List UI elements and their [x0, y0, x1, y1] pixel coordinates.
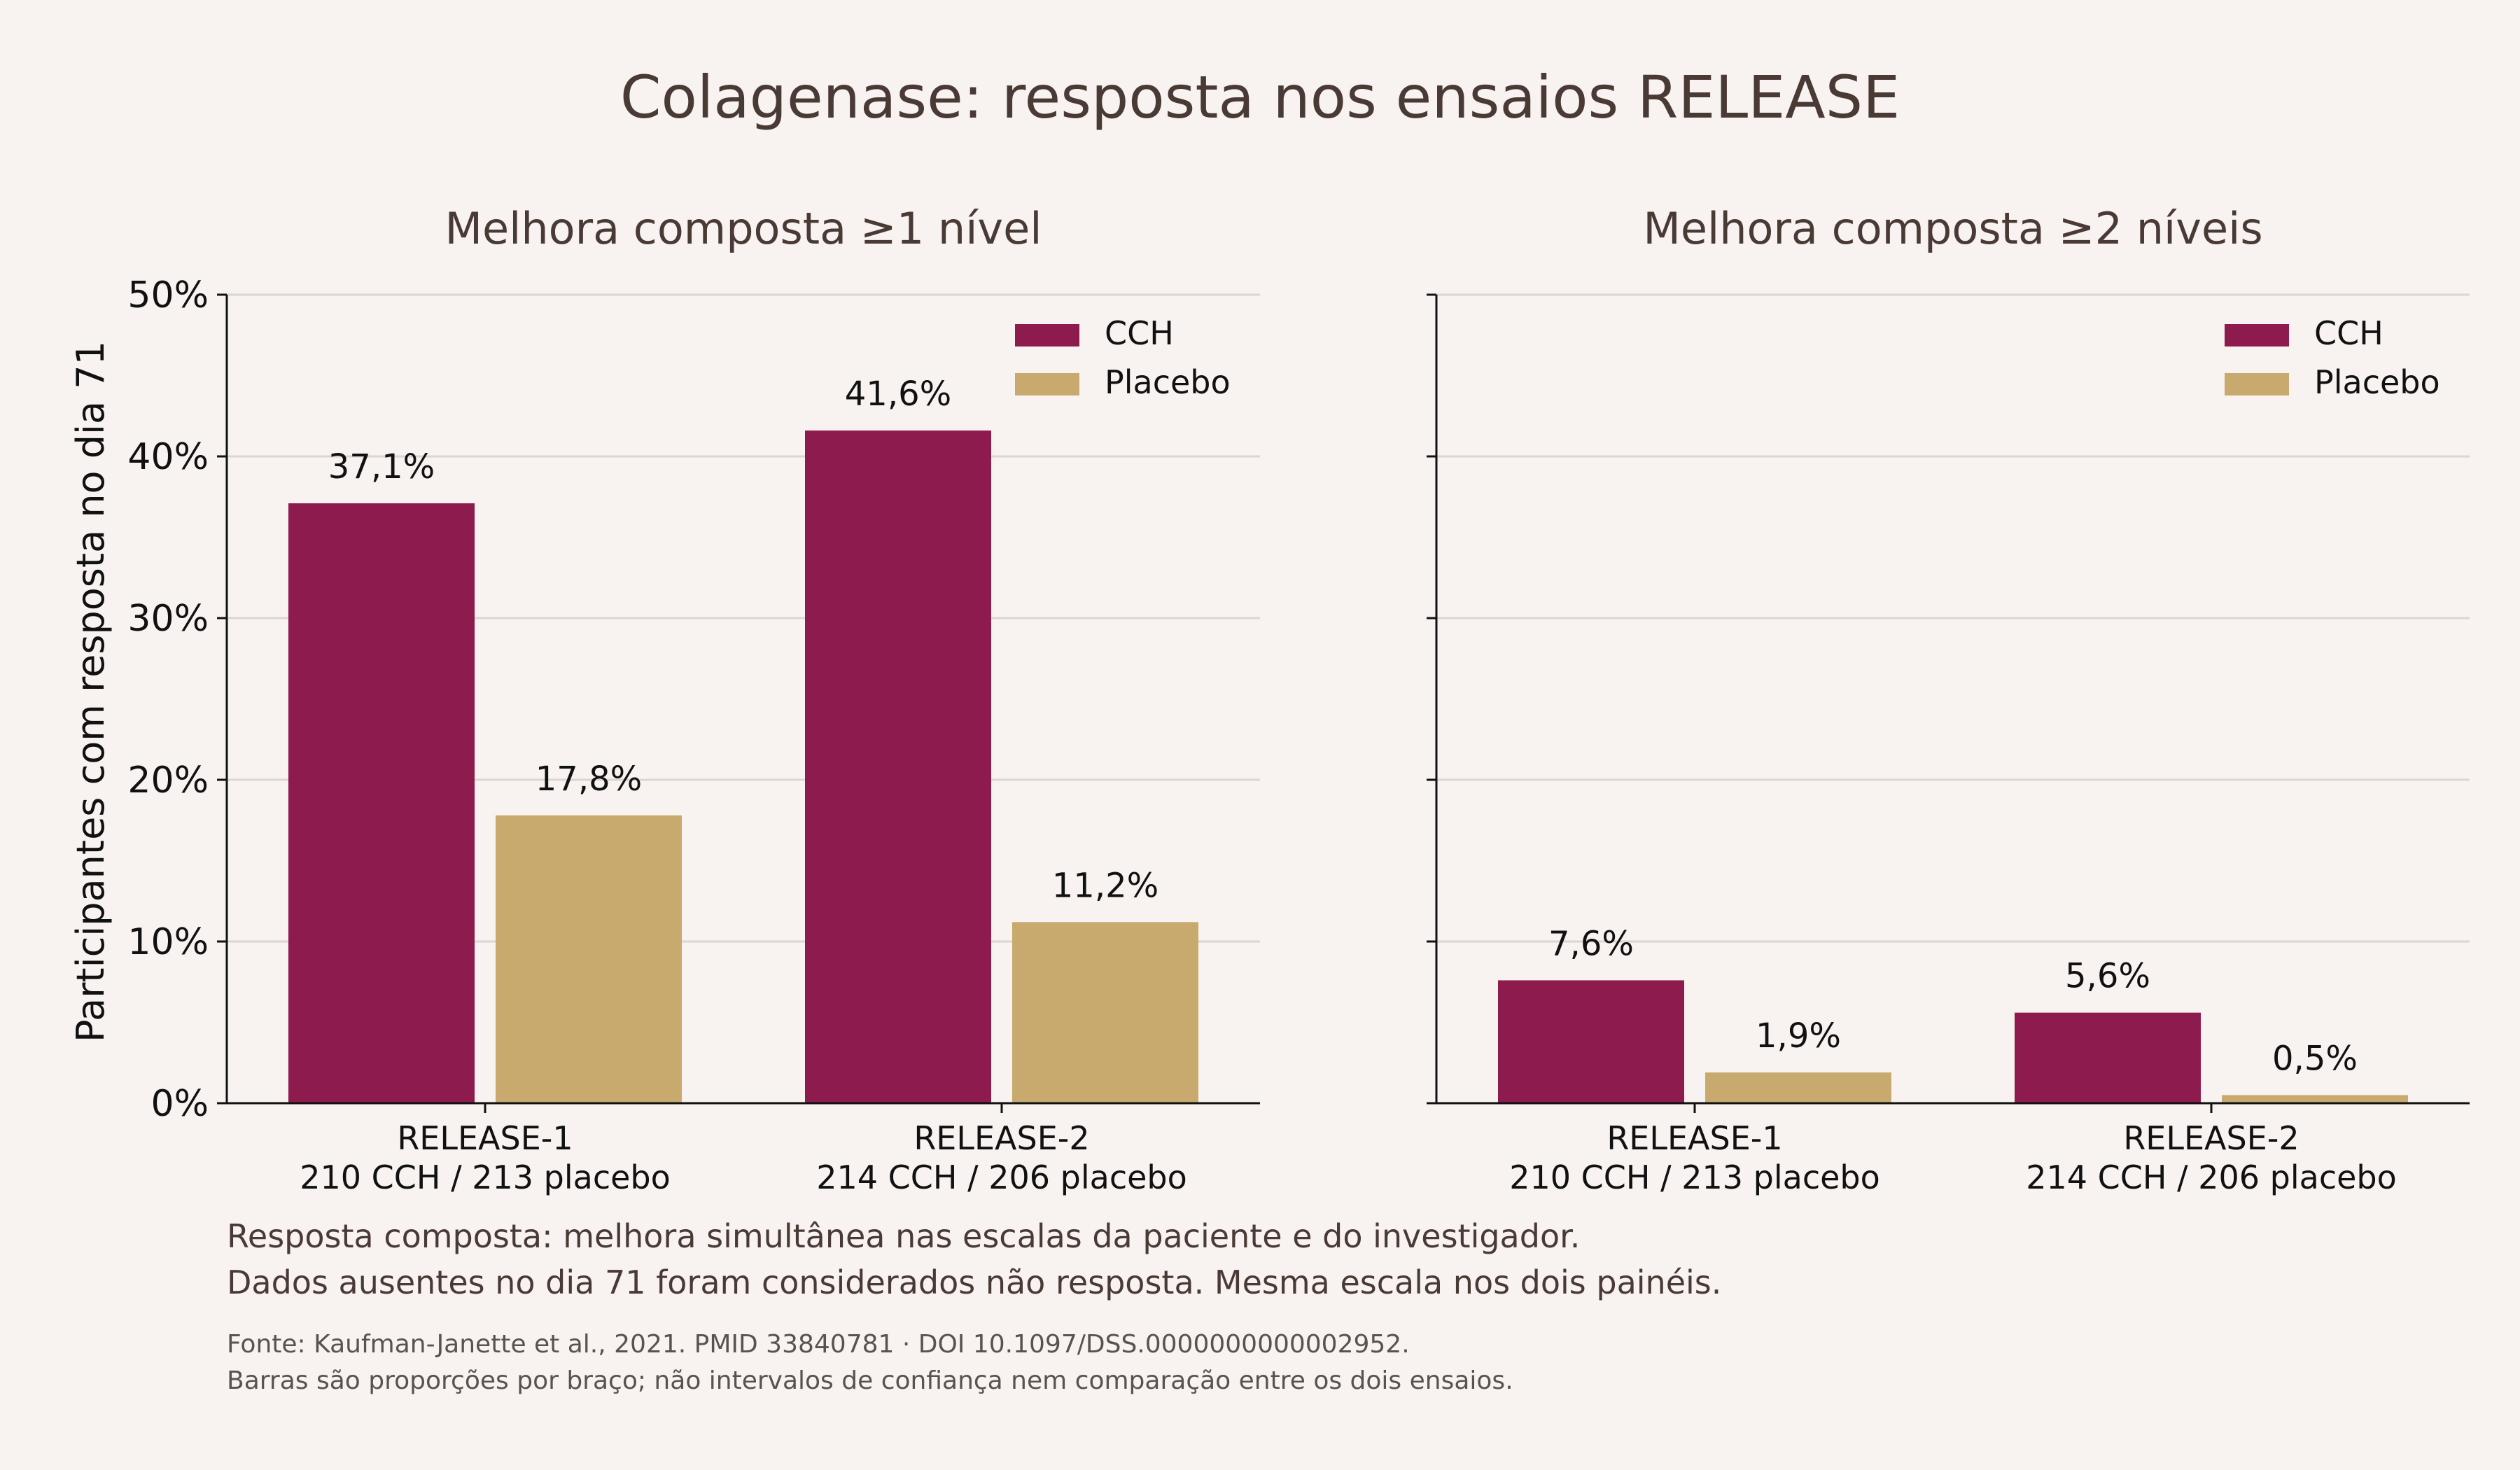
y-tick-label: 40%	[127, 436, 209, 478]
y-tick-label: 30%	[127, 598, 209, 640]
bar-placebo-release-1	[496, 815, 682, 1103]
legend-swatch-placebo	[2225, 373, 2289, 396]
legend-swatch-cch	[1015, 324, 1079, 346]
x-category-sublabel: 210 CCH / 213 placebo	[1509, 1158, 1880, 1196]
legend-swatch-cch	[2225, 324, 2289, 346]
bar-cch-release-2	[2015, 1012, 2201, 1103]
bar-value-label: 41,6%	[845, 374, 951, 414]
bar-value-label: 7,6%	[1548, 924, 1634, 963]
legend-label-cch: CCH	[1105, 314, 1174, 352]
legend-label-placebo: Placebo	[1105, 363, 1231, 401]
bar-value-label: 1,9%	[1756, 1016, 1841, 1056]
x-category-label: RELEASE-2	[2123, 1119, 2299, 1157]
chart-title: Colagenase: resposta nos ensaios RELEASE	[620, 63, 1900, 132]
x-category-sublabel: 214 CCH / 206 placebo	[816, 1158, 1187, 1196]
source-line-2: Barras são proporções por braço; não int…	[227, 1366, 1513, 1395]
note-line-2: Dados ausentes no dia 71 foram considera…	[227, 1264, 1721, 1301]
bar-cch-release-2	[805, 430, 991, 1103]
x-category-sublabel: 210 CCH / 213 placebo	[300, 1158, 671, 1196]
y-tick-label: 20%	[127, 760, 209, 802]
panel-title: Melhora composta ≥1 nível	[445, 203, 1042, 254]
y-tick-label: 10%	[127, 921, 209, 963]
x-category-label: RELEASE-1	[1606, 1119, 1782, 1157]
y-tick-label: 0%	[151, 1083, 209, 1125]
panel-2-plot: Melhora composta ≥2 níveis 7,6% 1,9% RELEAS…	[1427, 203, 2470, 1196]
bar-cch-release-1	[288, 503, 475, 1103]
y-axis-label: Participantes com resposta no dia 71	[69, 341, 113, 1042]
bar-value-label: 5,6%	[2065, 957, 2150, 996]
panel-1-plot: 0% 10% 20% 30% 40% 50% Melhora composta ≥1 nív…	[127, 203, 1260, 1196]
legend-swatch-placebo	[1015, 373, 1079, 396]
source-line-1: Fonte: Kaufman-Janette et al., 2021. PMI…	[227, 1330, 1410, 1359]
note-line-1: Resposta composta: melhora simultânea na…	[227, 1217, 1580, 1255]
x-category-label: RELEASE-2	[913, 1119, 1089, 1157]
panel-title: Melhora composta ≥2 níveis	[1643, 203, 2262, 254]
bar-value-label: 17,8%	[536, 760, 642, 799]
bar-cch-release-1	[1498, 980, 1684, 1103]
bar-value-label: 0,5%	[2272, 1039, 2358, 1078]
bar-value-label: 11,2%	[1052, 866, 1158, 905]
bar-placebo-release-2	[2222, 1095, 2408, 1103]
bar-value-label: 37,1%	[328, 447, 435, 486]
legend-label-placebo: Placebo	[2314, 363, 2440, 401]
legend-label-cch: CCH	[2314, 314, 2384, 352]
x-category-sublabel: 214 CCH / 206 placebo	[2026, 1158, 2397, 1196]
bar-placebo-release-1	[1705, 1072, 1891, 1103]
bar-placebo-release-2	[1012, 922, 1198, 1103]
x-category-label: RELEASE-1	[397, 1119, 573, 1157]
y-tick-label: 50%	[127, 274, 209, 316]
